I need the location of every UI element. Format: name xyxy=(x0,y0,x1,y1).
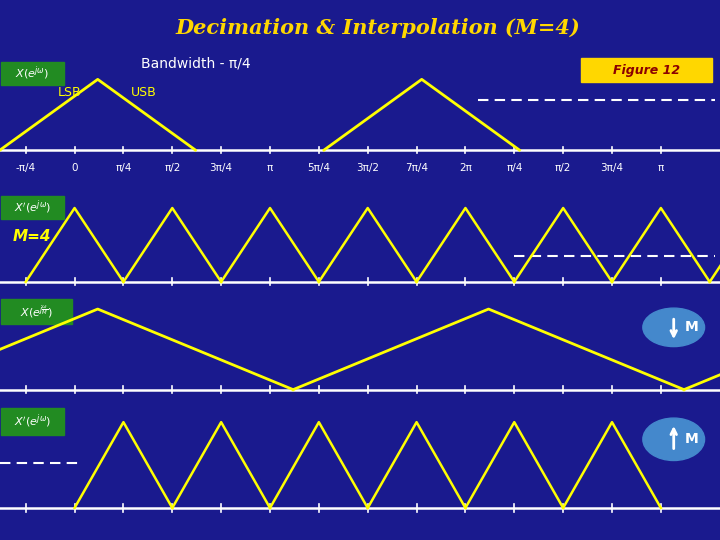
Text: $X(e^{j\frac{\omega}{M}})$: $X(e^{j\frac{\omega}{M}})$ xyxy=(20,303,53,320)
Text: π/2: π/2 xyxy=(555,163,572,173)
Text: 0: 0 xyxy=(71,163,78,173)
Text: $X(e^{j\omega})$: $X(e^{j\omega})$ xyxy=(15,64,50,82)
FancyBboxPatch shape xyxy=(1,196,64,219)
Text: 3π/4: 3π/4 xyxy=(600,163,624,173)
FancyBboxPatch shape xyxy=(581,58,712,83)
Text: Bandwidth - π/4: Bandwidth - π/4 xyxy=(140,57,251,71)
Text: π: π xyxy=(658,163,664,173)
Text: M=4: M=4 xyxy=(13,229,51,244)
Text: π: π xyxy=(267,163,273,173)
Text: 5π/4: 5π/4 xyxy=(307,163,330,173)
Text: 7π/4: 7π/4 xyxy=(405,163,428,173)
Text: 2π: 2π xyxy=(459,163,472,173)
Ellipse shape xyxy=(643,308,705,347)
Text: -π/4: -π/4 xyxy=(16,163,36,173)
Ellipse shape xyxy=(643,418,705,461)
FancyBboxPatch shape xyxy=(1,299,72,323)
Text: LSB: LSB xyxy=(58,86,81,99)
Text: 3π/2: 3π/2 xyxy=(356,163,379,173)
Text: Figure 12: Figure 12 xyxy=(613,64,680,77)
Text: M: M xyxy=(685,433,698,446)
Text: USB: USB xyxy=(131,86,157,99)
Text: $X'(e^{j\omega})$: $X'(e^{j\omega})$ xyxy=(14,199,51,217)
Text: π/4: π/4 xyxy=(506,163,523,173)
Text: π/2: π/2 xyxy=(164,163,181,173)
Text: π/4: π/4 xyxy=(115,163,132,173)
Text: M: M xyxy=(685,320,698,334)
FancyBboxPatch shape xyxy=(1,62,64,85)
Text: Decimation & Interpolation (M=4): Decimation & Interpolation (M=4) xyxy=(176,18,580,38)
Text: 3π/4: 3π/4 xyxy=(210,163,233,173)
Text: $X'(e^{j\omega})$: $X'(e^{j\omega})$ xyxy=(14,413,51,430)
FancyBboxPatch shape xyxy=(1,408,64,435)
